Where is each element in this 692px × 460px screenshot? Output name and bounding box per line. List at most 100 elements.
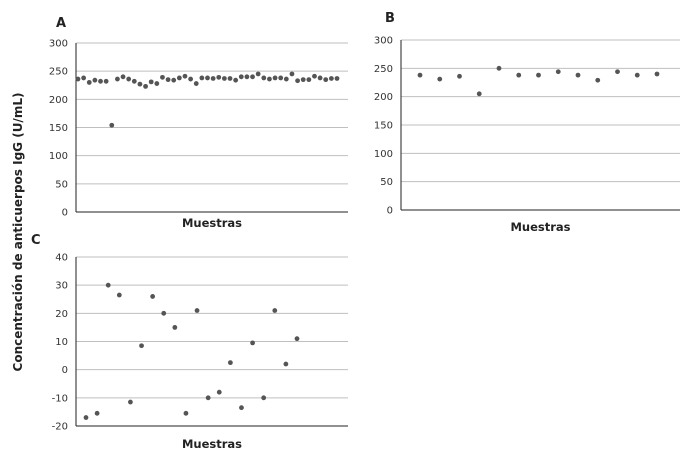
data-point [86, 80, 92, 85]
data-point [183, 410, 189, 416]
data-point [555, 69, 561, 75]
panel-a: A 0 50 100 150 200 250 300 Muestras [49, 16, 348, 230]
data-point [154, 81, 160, 86]
y-tick-label: 150 [374, 121, 393, 132]
data-point [199, 75, 205, 81]
data-point [116, 292, 122, 298]
x-axis-label: Muestras [182, 437, 242, 451]
data-point [176, 75, 182, 81]
y-tick-label: 300 [374, 36, 393, 47]
x-axis-label: Muestras [510, 220, 570, 234]
y-tick-label: 150 [49, 123, 68, 134]
data-point [536, 72, 541, 78]
data-point [188, 76, 194, 82]
y-axis-label: Concentración de anticuerpos IgG (U/mL) [11, 93, 25, 372]
data-point [238, 74, 244, 80]
y-tick-label: 40 [55, 253, 68, 264]
panel-label-c: C [31, 233, 41, 248]
y-tick-label: 10 [55, 337, 68, 348]
y-tick-label: 200 [49, 95, 68, 106]
data-point [139, 343, 144, 349]
data-point [272, 75, 278, 81]
data-point [172, 325, 178, 330]
data-point [105, 282, 111, 288]
y-tick-label: 300 [49, 39, 68, 50]
y-tick-label: 200 [374, 92, 393, 103]
y-tick-label: 50 [55, 179, 68, 190]
data-point [278, 75, 284, 81]
data-point [137, 81, 143, 87]
data-point [317, 75, 323, 81]
data-point [244, 74, 250, 80]
data-point [283, 361, 289, 367]
data-point [216, 74, 222, 80]
y-tick-label: 30 [55, 281, 68, 292]
data-point [103, 78, 109, 84]
data-point [328, 76, 334, 81]
data-point [295, 78, 300, 84]
data-point [126, 76, 132, 82]
data-point [496, 65, 502, 71]
data-point [115, 76, 120, 82]
data-point [476, 91, 482, 97]
data-point [194, 308, 200, 313]
data-point [261, 395, 267, 401]
y-tick-label: -20 [52, 422, 68, 433]
data-point [81, 75, 87, 81]
panel-label-b: B [385, 11, 395, 26]
y-tick-label: 250 [49, 67, 68, 78]
data-point [306, 77, 312, 83]
y-tick-label: 50 [380, 177, 393, 188]
data-point [210, 76, 216, 81]
data-point [150, 294, 156, 299]
data-point [437, 76, 443, 82]
data-point [261, 75, 267, 81]
data-point [143, 83, 148, 89]
data-point [250, 340, 255, 346]
data-point [417, 72, 423, 78]
data-point [171, 77, 177, 83]
data-point [83, 415, 89, 420]
data-point [160, 74, 165, 80]
y-tick-label: 0 [62, 208, 68, 219]
data-point [205, 75, 210, 81]
data-point [595, 77, 601, 83]
data-point [323, 77, 329, 83]
data-point [131, 78, 137, 84]
y-tick-label: 100 [374, 149, 393, 160]
data-point [92, 77, 98, 83]
data-point [75, 76, 81, 82]
data-point [516, 72, 522, 78]
data-point [161, 310, 167, 316]
data-point [654, 71, 660, 77]
data-point [205, 395, 211, 401]
data-point [283, 76, 289, 82]
panel-label-a: A [56, 16, 66, 31]
y-tick-label: 0 [62, 365, 68, 376]
panel-c: C -20 -10 0 10 20 30 40 Muestras [31, 233, 348, 451]
x-axis-label: Muestras [182, 216, 242, 230]
data-point [615, 69, 620, 75]
data-point [250, 74, 255, 80]
data-point [267, 76, 272, 82]
data-point [182, 73, 188, 79]
data-point [148, 79, 154, 85]
data-point [221, 76, 227, 81]
data-point [272, 308, 278, 313]
data-point [255, 71, 261, 77]
data-point [109, 122, 115, 128]
data-point [312, 73, 317, 79]
data-point [165, 77, 171, 83]
data-point [193, 81, 199, 86]
y-tick-label: 250 [374, 64, 393, 75]
data-point [289, 71, 295, 77]
data-point [94, 410, 100, 416]
data-point [575, 72, 581, 78]
data-point [334, 76, 340, 81]
data-point [227, 360, 233, 366]
data-point [457, 73, 462, 79]
data-point [300, 77, 306, 83]
data-point [239, 405, 244, 411]
data-point [227, 76, 233, 81]
